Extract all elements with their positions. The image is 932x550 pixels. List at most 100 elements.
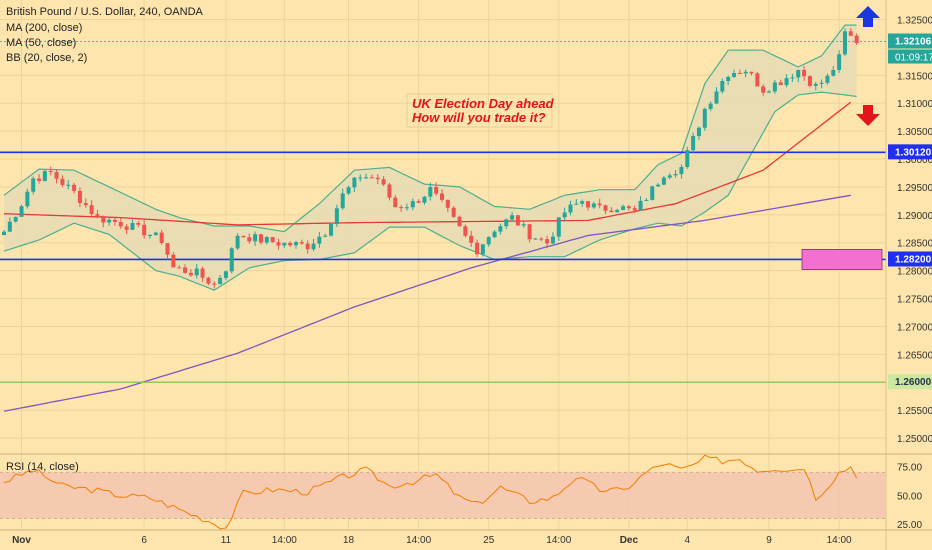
candle-body xyxy=(796,69,801,78)
y-tick-label: 1.31000 xyxy=(897,99,932,110)
candle-body xyxy=(148,234,152,236)
candle-body xyxy=(364,177,369,179)
candle-body xyxy=(206,277,211,284)
y-tick-label: 1.29000 xyxy=(897,211,932,222)
candle-body xyxy=(112,219,117,222)
candle-body xyxy=(212,283,217,285)
y-tick-label: 1.25000 xyxy=(897,434,932,445)
candle-body xyxy=(282,242,287,246)
candle-body xyxy=(667,175,672,178)
arrow-down-icon xyxy=(856,105,880,126)
x-tick-label: 11 xyxy=(221,535,232,546)
candle-body xyxy=(556,217,561,237)
candle-body xyxy=(790,77,795,79)
rsi-tick-label: 50.00 xyxy=(897,491,922,502)
candle-body xyxy=(294,242,298,246)
candle-body xyxy=(323,235,328,237)
candle-body xyxy=(340,193,345,209)
x-tick-label: 14:00 xyxy=(406,535,431,546)
candle-body xyxy=(732,73,736,77)
candle-body xyxy=(329,224,334,236)
candle-body xyxy=(527,224,532,240)
level-tag-green: 1.26000 xyxy=(895,377,932,388)
candle-body xyxy=(691,136,696,151)
candle-body xyxy=(720,81,725,92)
candle-body xyxy=(480,244,485,255)
candle-body xyxy=(60,178,65,185)
x-tick-label: Nov xyxy=(12,535,31,546)
y-tick-label: 1.26500 xyxy=(897,350,932,361)
candle-body xyxy=(714,91,719,104)
candle-body xyxy=(188,272,193,276)
candle-body xyxy=(25,191,30,207)
candle-body xyxy=(743,71,748,74)
rsi-band xyxy=(0,472,886,519)
candle-body xyxy=(223,271,228,278)
y-tick-label: 1.32500 xyxy=(897,16,932,27)
candle-body xyxy=(159,232,164,244)
candle-body xyxy=(165,243,170,255)
candle-body xyxy=(288,242,293,246)
rsi-tick-label: 25.00 xyxy=(897,520,922,531)
candle-body xyxy=(807,76,812,86)
candle-body xyxy=(539,238,544,240)
candle-body xyxy=(854,35,859,44)
candle-body xyxy=(399,207,404,209)
candle-body xyxy=(142,224,147,236)
candle-body xyxy=(644,199,649,201)
level-tag-low: 1.28200 xyxy=(895,254,932,265)
y-tick-label: 1.25500 xyxy=(897,406,932,417)
candle-body xyxy=(270,237,275,243)
candle-body xyxy=(200,268,205,278)
x-tick-label: Dec xyxy=(620,535,639,546)
candle-body xyxy=(416,201,421,203)
candle-body xyxy=(369,177,374,179)
symbol-title: British Pound / U.S. Dollar, 240, OANDA xyxy=(6,6,203,18)
candle-body xyxy=(656,184,661,187)
last-price-tag: 1.32106 xyxy=(895,37,932,48)
candle-body xyxy=(153,232,158,235)
level-tag-high: 1.30120 xyxy=(895,147,932,158)
x-tick-label: 18 xyxy=(343,535,355,546)
candle-body xyxy=(679,167,684,175)
y-tick-label: 1.27000 xyxy=(897,322,932,333)
rsi-title: RSI (14, close) xyxy=(6,461,79,473)
candle-body xyxy=(475,242,480,255)
candle-body xyxy=(177,267,182,269)
candle-body xyxy=(7,221,12,232)
candle-body xyxy=(107,219,112,223)
x-tick-label: 25 xyxy=(483,535,495,546)
candle-body xyxy=(726,76,731,82)
y-tick-label: 1.30500 xyxy=(897,127,932,138)
candle-body xyxy=(837,54,842,70)
candle-body xyxy=(802,69,807,77)
candle-body xyxy=(72,184,77,191)
candle-body xyxy=(772,82,777,92)
candle-body xyxy=(247,237,252,242)
candle-body xyxy=(550,236,555,244)
candle-body xyxy=(848,31,853,36)
indicator-bb-label: BB (20, close, 2) xyxy=(6,52,88,64)
candle-body xyxy=(463,226,468,236)
candle-body xyxy=(311,243,316,250)
candle-body xyxy=(346,187,351,194)
candle-body xyxy=(761,86,766,93)
candle-body xyxy=(603,205,608,211)
candle-body xyxy=(445,199,450,208)
ma200-line xyxy=(3,194,851,412)
candle-body xyxy=(562,212,567,218)
y-tick-label: 1.29500 xyxy=(897,183,932,194)
candle-body xyxy=(229,248,234,272)
candle-body xyxy=(591,203,596,208)
candle-body xyxy=(515,215,520,226)
candle-body xyxy=(778,82,783,86)
candle-body xyxy=(13,216,18,222)
x-tick-label: 14:00 xyxy=(272,535,297,546)
rsi-line xyxy=(3,454,858,530)
candle-body xyxy=(813,83,818,86)
candle-body xyxy=(831,69,836,76)
last-price-tag-bg xyxy=(888,33,932,49)
countdown-tag: 01:09:17 xyxy=(895,53,932,64)
